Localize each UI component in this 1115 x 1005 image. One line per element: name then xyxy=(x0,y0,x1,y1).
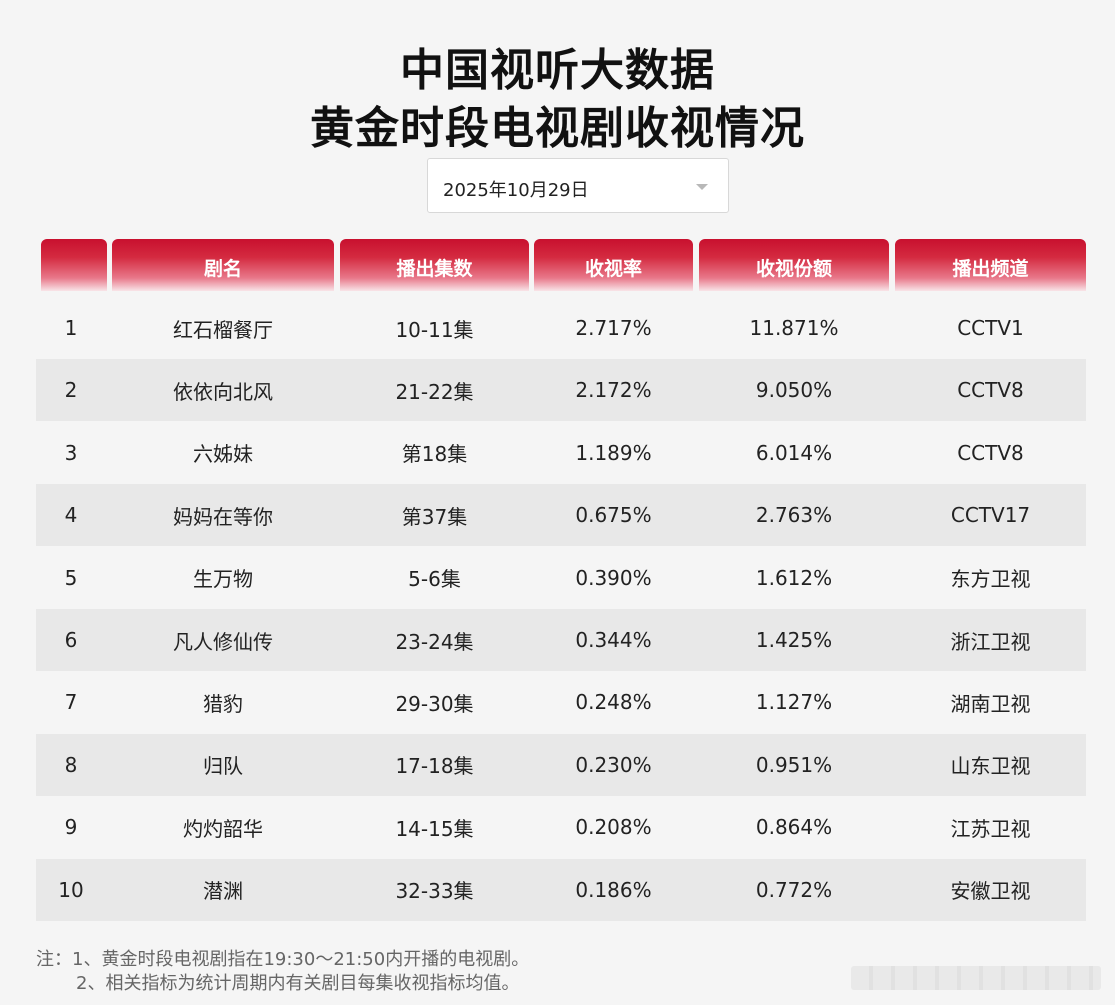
cell-channel: 安徽卫视 xyxy=(950,879,1031,904)
cell-episodes: 23-24集 xyxy=(395,629,474,654)
cell-rank: 5 xyxy=(64,565,78,590)
cell-share: 0.772% xyxy=(755,877,833,902)
cell-name: 妈妈在等你 xyxy=(173,504,273,529)
cell-rank: 7 xyxy=(64,690,78,715)
cell-share: 6.014% xyxy=(755,440,833,465)
page-title-line1: 中国视听大数据 xyxy=(400,45,715,96)
cell-rank: 2 xyxy=(64,378,78,403)
cell-rating: 0.186% xyxy=(575,877,652,902)
cell-share: 1.425% xyxy=(755,628,833,652)
header-channel: 播出频道 xyxy=(895,239,1086,291)
cell-name: 猎豹 xyxy=(203,691,243,716)
cell-name: 生万物 xyxy=(193,567,253,592)
cell-name: 归队 xyxy=(203,754,243,779)
cell-name: 潜渊 xyxy=(203,879,243,904)
cell-channel: CCTV1 xyxy=(957,316,1024,340)
cell-share: 0.864% xyxy=(755,815,833,840)
cell-channel: 浙江卫视 xyxy=(950,629,1031,654)
cell-rank: 3 xyxy=(64,440,78,465)
cell-name: 红石榴餐厅 xyxy=(173,317,273,342)
cell-rating: 2.172% xyxy=(575,378,652,403)
cell-channel: 山东卫视 xyxy=(950,754,1031,779)
cell-name: 六姊妹 xyxy=(193,442,253,467)
cell-rank: 9 xyxy=(64,815,78,840)
cell-episodes: 第18集 xyxy=(401,442,468,467)
cell-rank: 6 xyxy=(64,628,78,652)
cell-name: 依依向北风 xyxy=(173,379,273,404)
footnote-1: 注：1、黄金时段电视剧指在19:30～21:50内开播的电视剧。 xyxy=(36,949,530,970)
table-row: 2 依依向北风 21-22集 2.172% 9.050% CCTV8 xyxy=(36,359,1086,422)
date-select[interactable]: 2025年10月29日 xyxy=(427,158,729,213)
cell-episodes: 第37集 xyxy=(401,504,468,529)
cell-channel: 东方卫视 xyxy=(950,567,1031,592)
cell-rating: 0.675% xyxy=(575,503,652,528)
footnotes: 注：1、黄金时段电视剧指在19:30～21:50内开播的电视剧。 2、相关指标为… xyxy=(36,948,529,996)
cell-episodes: 32-33集 xyxy=(395,879,474,904)
cell-rating: 0.248% xyxy=(575,690,652,715)
cell-channel: CCTV8 xyxy=(957,378,1024,403)
cell-share: 1.612% xyxy=(755,565,833,590)
cell-rating: 2.717% xyxy=(575,316,652,340)
cell-share: 11.871% xyxy=(749,316,839,340)
table-row: 4 妈妈在等你 第37集 0.675% 2.763% CCTV17 xyxy=(36,484,1086,547)
header-rating: 收视率 xyxy=(534,239,693,291)
cell-channel: CCTV17 xyxy=(950,503,1031,528)
cell-rating: 0.344% xyxy=(575,628,652,652)
cell-rating: 1.189% xyxy=(575,440,652,465)
table-row: 3 六姊妹 第18集 1.189% 6.014% CCTV8 xyxy=(36,422,1086,484)
cell-episodes: 5-6集 xyxy=(408,567,461,592)
cell-share: 2.763% xyxy=(755,503,833,528)
header-episodes: 播出集数 xyxy=(340,239,529,291)
chevron-down-icon xyxy=(696,184,708,190)
cell-rating: 0.230% xyxy=(575,752,652,777)
table-row: 8 归队 17-18集 0.230% 0.951% 山东卫视 xyxy=(36,733,1086,796)
cell-name: 凡人修仙传 xyxy=(173,629,273,654)
table-row: 9 灼灼韶华 14-15集 0.208% 0.864% 江苏卫视 xyxy=(36,796,1086,858)
cell-channel: CCTV8 xyxy=(957,440,1024,465)
cell-share: 9.050% xyxy=(755,378,833,403)
table-row: 7 猎豹 29-30集 0.248% 1.127% 湖南卫视 xyxy=(36,671,1086,733)
footnote-2: 2、相关指标为统计周期内有关剧目每集收视指标均值。 xyxy=(76,973,520,994)
cell-episodes: 21-22集 xyxy=(395,379,474,404)
table-row: 5 生万物 5-6集 0.390% 1.612% 东方卫视 xyxy=(36,547,1086,609)
table-row: 1 红石榴餐厅 10-11集 2.717% 11.871% CCTV1 xyxy=(36,297,1086,359)
cell-rank: 1 xyxy=(64,316,78,340)
cell-rank: 8 xyxy=(64,752,78,777)
cell-rank: 4 xyxy=(64,503,78,528)
cell-episodes: 17-18集 xyxy=(395,754,474,779)
cell-rating: 0.390% xyxy=(575,565,652,590)
header-name: 剧名 xyxy=(112,239,334,291)
cell-name: 灼灼韶华 xyxy=(183,816,263,841)
cell-channel: 湖南卫视 xyxy=(950,691,1031,716)
cell-episodes: 14-15集 xyxy=(395,816,474,841)
cell-share: 0.951% xyxy=(755,752,833,777)
table-row: 6 凡人修仙传 23-24集 0.344% 1.425% 浙江卫视 xyxy=(36,609,1086,671)
table-row: 10 潜渊 32-33集 0.186% 0.772% 安徽卫视 xyxy=(36,858,1086,921)
cell-channel: 江苏卫视 xyxy=(950,816,1031,841)
watermark xyxy=(851,966,1101,990)
header-rank xyxy=(41,239,107,291)
page-title-line2: 黄金时段电视剧收视情况 xyxy=(310,103,805,154)
cell-episodes: 10-11集 xyxy=(395,317,474,342)
cell-rank: 10 xyxy=(58,877,84,902)
cell-rating: 0.208% xyxy=(575,815,652,840)
date-select-value: 2025年10月29日 xyxy=(443,180,589,201)
cell-share: 1.127% xyxy=(755,690,833,715)
cell-episodes: 29-30集 xyxy=(395,691,474,716)
header-share: 收视份额 xyxy=(699,239,889,291)
